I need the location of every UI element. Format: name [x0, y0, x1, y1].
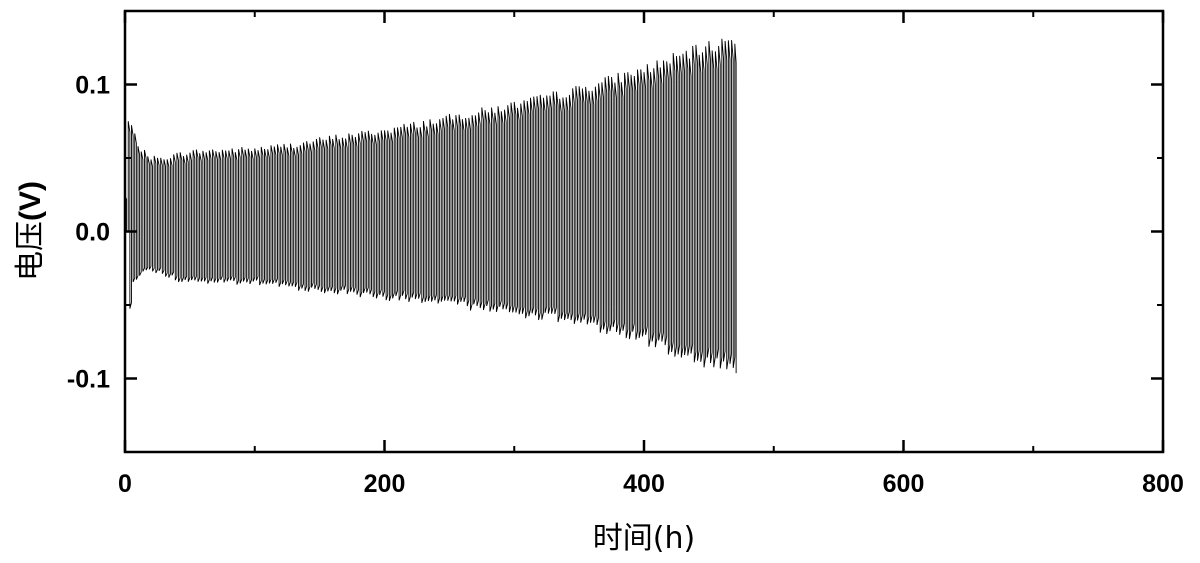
series-layer — [124, 38, 737, 374]
y-axis-title-text: 电压 — [13, 221, 48, 281]
x-axis-title: 时间(h) — [593, 521, 695, 556]
y-axis: -0.1 0.0 0.1 — [67, 72, 1163, 394]
x-axis: 0 200 400 600 800 — [118, 11, 1184, 498]
x-tick-label: 0 — [118, 470, 132, 498]
x-tick-label: 600 — [883, 470, 925, 498]
x-tick-label: 800 — [1142, 470, 1184, 498]
y-tick-label: 0.1 — [75, 72, 110, 100]
y-axis-title: 电压(V) — [13, 181, 48, 281]
svg-text:电压(V): 电压(V) — [13, 181, 48, 281]
y-axis-title-unit: (V) — [14, 181, 47, 221]
x-tick-label: 200 — [364, 470, 406, 498]
x-tick-label: 400 — [623, 470, 665, 498]
y-tick-label: 0.0 — [75, 219, 110, 247]
series-line-0 — [124, 38, 737, 374]
y-tick-label: -0.1 — [67, 366, 110, 394]
